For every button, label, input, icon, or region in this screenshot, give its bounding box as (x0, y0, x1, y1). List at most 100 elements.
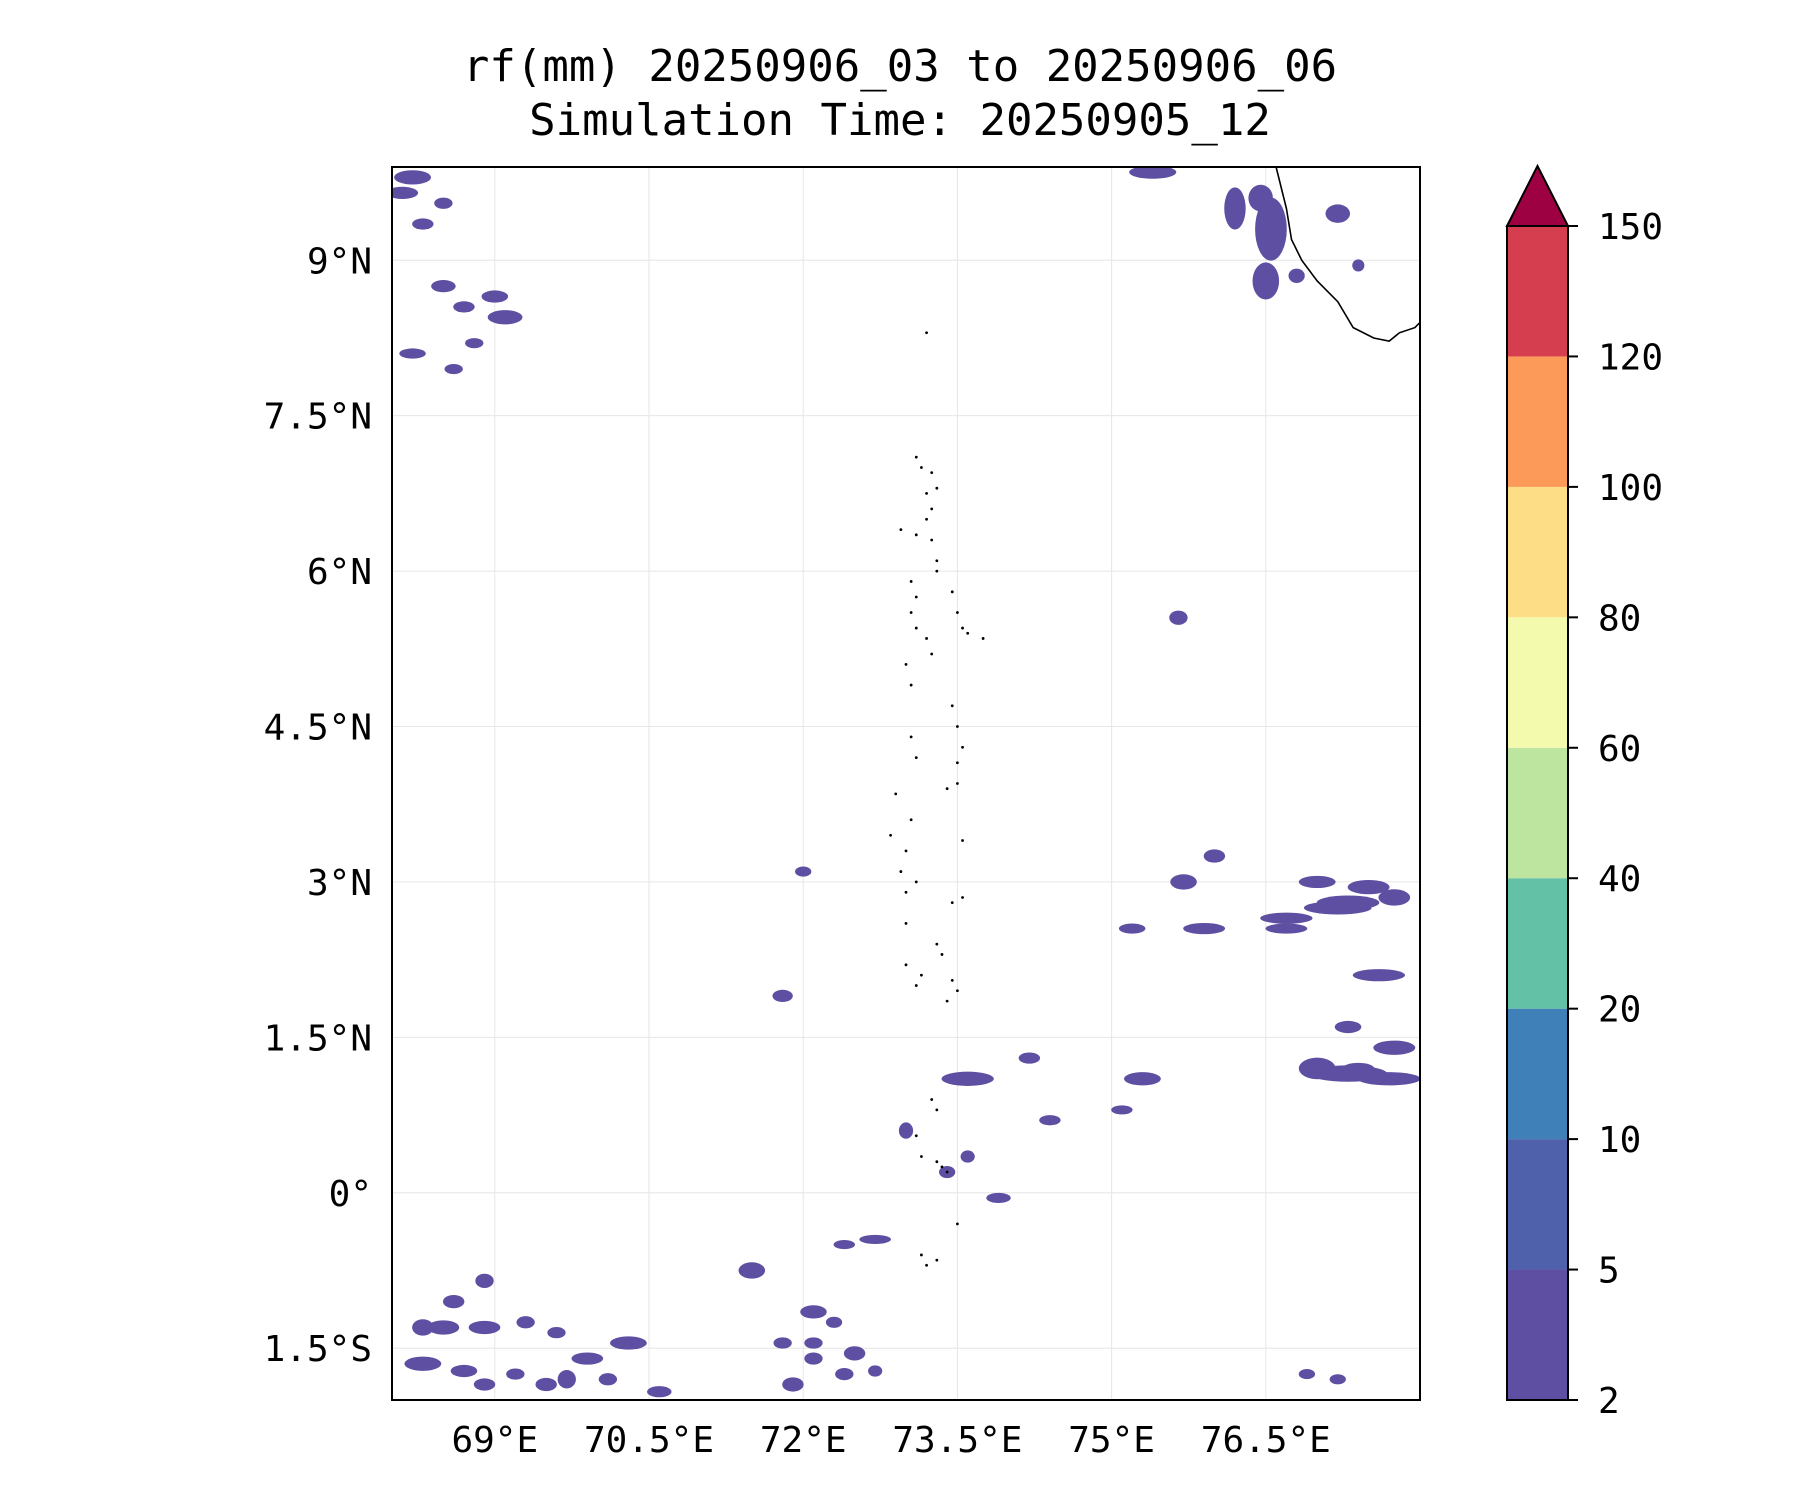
island-dot (935, 1108, 939, 1112)
island-dot (889, 833, 892, 837)
colorbar-band (1507, 617, 1568, 748)
rain-patch (392, 186, 419, 200)
lon-tick-label: 75°E (1068, 1420, 1155, 1461)
island-dot (914, 756, 918, 759)
rain-patch (1169, 610, 1188, 625)
colorbar-band (1507, 226, 1568, 357)
rain-patch (1170, 874, 1197, 890)
rain-patch (1039, 1115, 1061, 1126)
island-dot (909, 683, 913, 687)
colorbar-band (1507, 1269, 1568, 1400)
lon-tick-label: 76.5°E (1201, 1420, 1331, 1461)
island-dot (930, 538, 934, 542)
lat-tick-label: 6°N (307, 552, 372, 593)
island-dot (950, 590, 954, 594)
rain-patch (795, 866, 812, 877)
rain-patch (1373, 1040, 1416, 1055)
island-dot (909, 735, 913, 739)
colorbar-tick-label: 60 (1598, 729, 1641, 770)
colorbar-extend-arrow (1505, 163, 1570, 227)
island-dot (914, 984, 918, 987)
island-dot (909, 580, 913, 583)
lat-tick-label: 4.5°N (264, 708, 372, 749)
rain-patch (404, 1356, 442, 1371)
rain-patch (444, 363, 463, 375)
island-dot (935, 486, 939, 490)
lat-tick-label: 3°N (307, 863, 372, 904)
island-dot (925, 1263, 928, 1267)
colorbar-tick-label: 5 (1598, 1251, 1620, 1292)
island-dot (914, 626, 918, 630)
colorbar-tick-label: 20 (1598, 990, 1641, 1031)
island-dot (920, 1253, 923, 1257)
island-dot (956, 989, 959, 993)
rain-patch (535, 1377, 557, 1392)
rain-patch (1298, 875, 1336, 889)
colorbar-band (1507, 356, 1568, 487)
rain-patch (412, 1319, 434, 1336)
rain-patch (647, 1386, 672, 1398)
colorbar-frame (1506, 225, 1569, 1401)
rain-patch (898, 1122, 914, 1139)
rain-patch (1334, 1020, 1362, 1034)
rain-patch (782, 1377, 804, 1392)
rain-patch (1018, 1052, 1041, 1064)
island-dot (956, 1222, 959, 1226)
island-dot (930, 507, 934, 511)
rain-patch (1252, 262, 1280, 300)
colorbar-tick-label: 120 (1598, 337, 1663, 378)
island-dot (966, 631, 970, 635)
island-dot (935, 942, 939, 946)
rain-patch (399, 348, 426, 359)
rain-patch (1265, 923, 1308, 934)
island-dot (904, 662, 908, 666)
colorbar-tick-label: 10 (1598, 1120, 1641, 1161)
island-dot (981, 637, 985, 640)
coastline (1275, 167, 1420, 342)
rain-patch (610, 1336, 647, 1350)
coastline-path (1275, 167, 1420, 342)
title-line-2: Simulation Time: 20250905_12 (529, 95, 1271, 146)
island-dot (956, 782, 959, 785)
rain-patch (1118, 923, 1146, 934)
island-dot (930, 1098, 934, 1101)
rain-patch (960, 1150, 975, 1163)
rain-patch (473, 1378, 496, 1391)
rain-patch (468, 1320, 501, 1335)
rain-patch (1298, 1057, 1336, 1080)
rain-patch (1316, 895, 1380, 910)
lat-tick-label: 7.5°N (264, 397, 372, 438)
rain-patch (1288, 268, 1305, 283)
island-dot (925, 491, 928, 495)
rain-patch (475, 1273, 494, 1288)
island-dot (935, 1258, 939, 1262)
rain-patch (825, 1316, 843, 1328)
colorbar-tick-label: 100 (1598, 468, 1663, 509)
rain-patch (1260, 912, 1313, 924)
island-dot (920, 466, 923, 469)
island-dot (961, 745, 964, 749)
rain-patch (506, 1368, 525, 1380)
colorbar-band (1507, 878, 1568, 1009)
rain-patch (772, 989, 793, 1003)
rain-patch (1224, 187, 1246, 230)
rain-patch (427, 1320, 460, 1335)
lat-tick-label: 9°N (307, 241, 372, 282)
rain-patch (1378, 889, 1411, 906)
rain-patch (571, 1352, 604, 1365)
island-dot (899, 528, 903, 532)
latitude-tick-labels: 9°N 7.5°N 6°N 4.5°N 3°N 1.5°N 0° 1.5°S (264, 241, 372, 1370)
rain-patch (1298, 1369, 1316, 1380)
island-dot (961, 896, 964, 899)
island-dot (950, 978, 954, 982)
rain-patch (598, 1373, 618, 1386)
island-dot (945, 787, 949, 791)
island-dot (904, 963, 908, 967)
island-dot (945, 1170, 949, 1174)
rain-patch (431, 280, 456, 293)
island-dot (909, 818, 913, 822)
rain-patch (1183, 922, 1226, 935)
rain-patch (434, 197, 453, 209)
island-dot (899, 870, 903, 873)
island-dot (925, 637, 928, 640)
